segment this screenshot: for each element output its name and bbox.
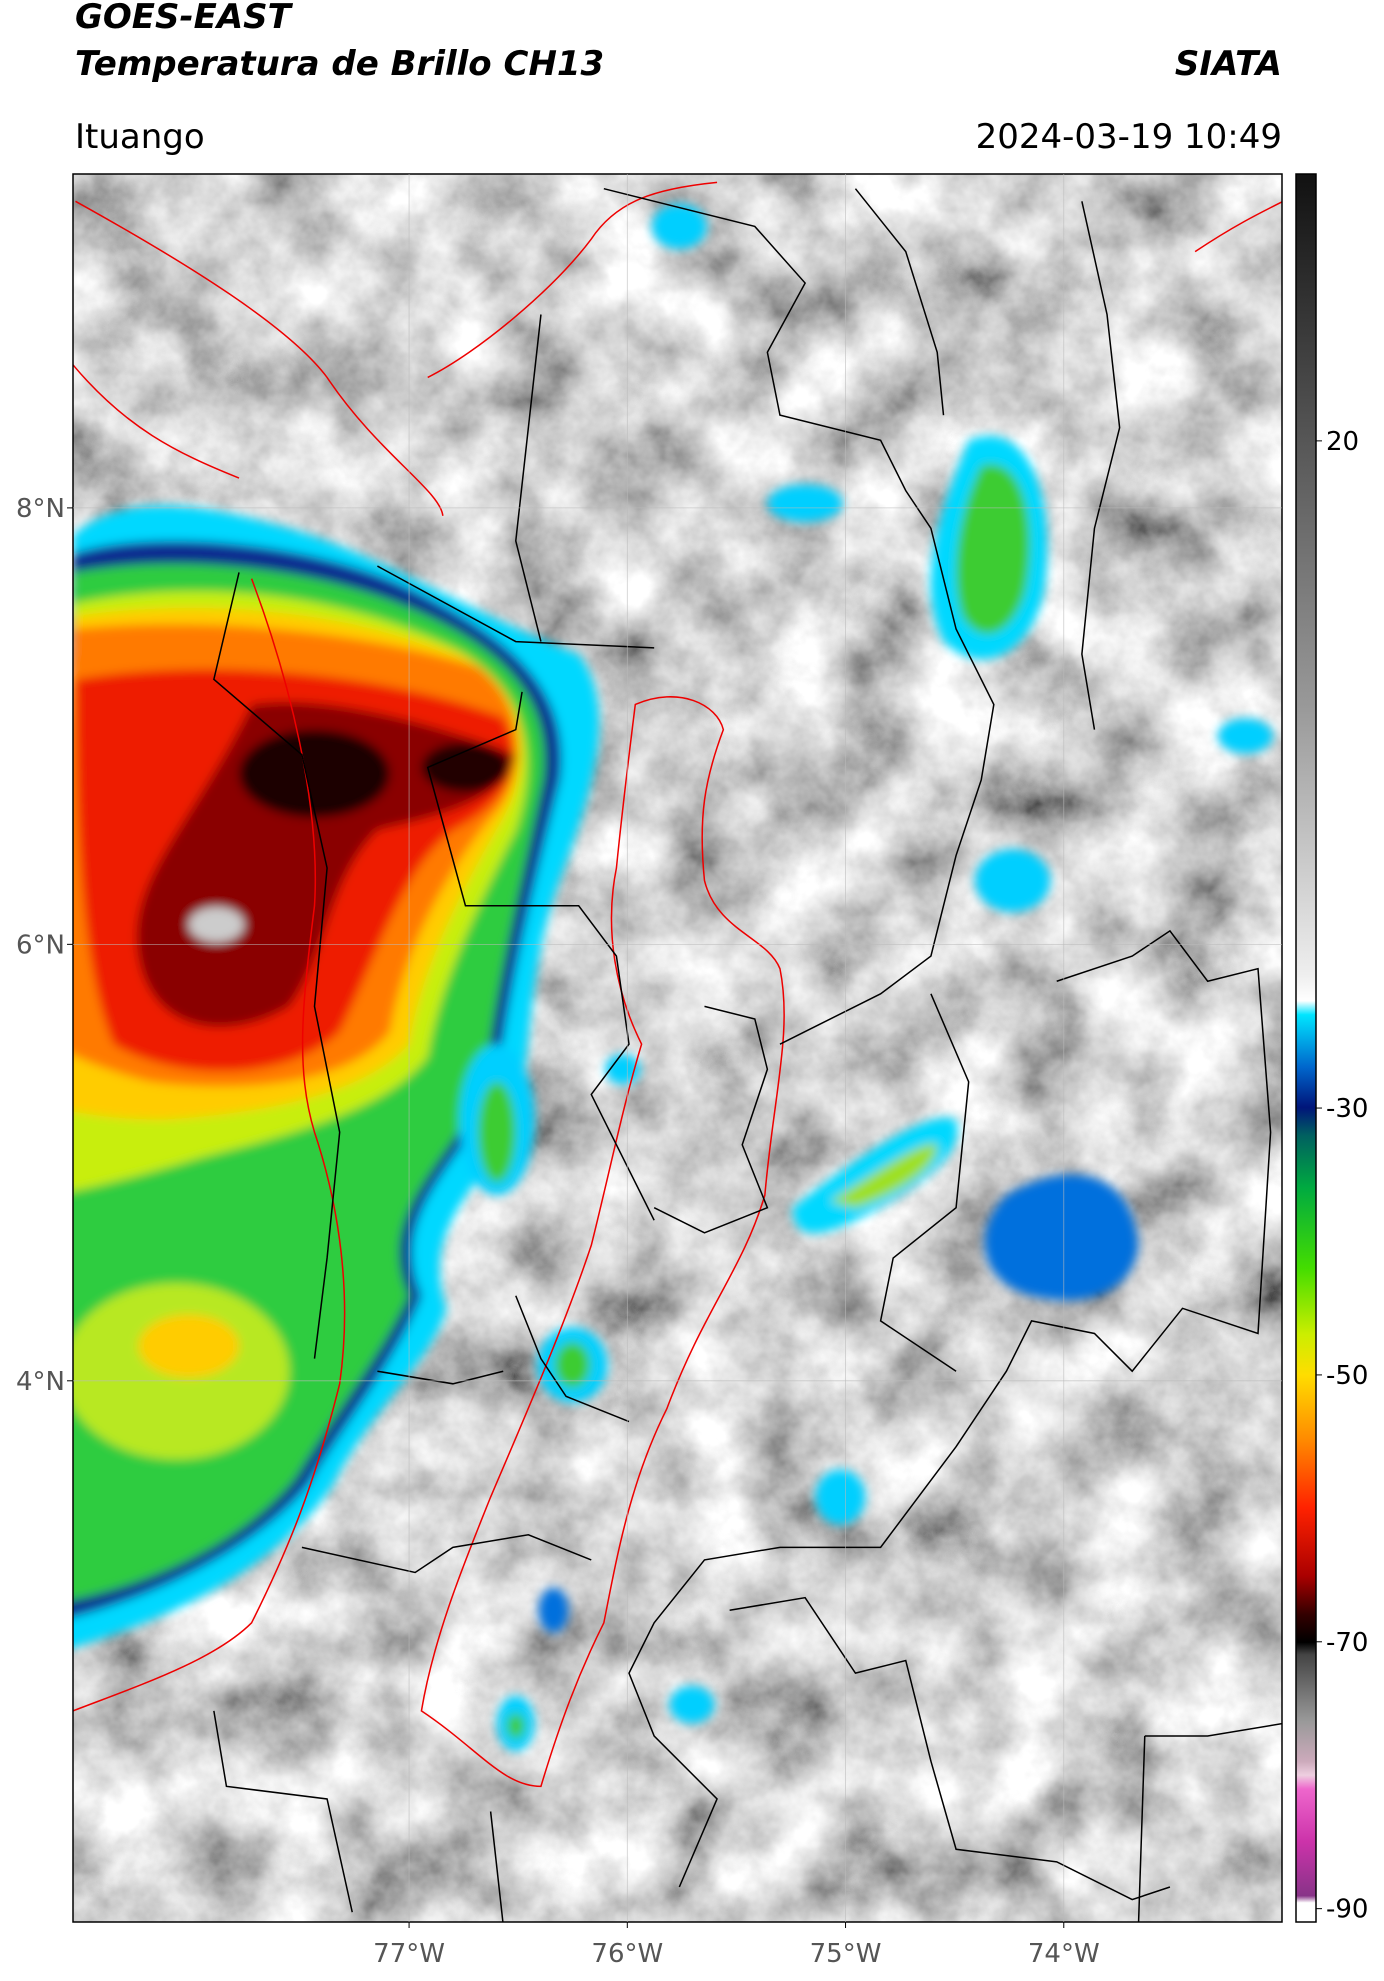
colorbar-tick-label: -90 <box>1326 1895 1368 1925</box>
y-tick-label: 4°N <box>16 1367 65 1397</box>
map-frame <box>72 173 1283 1923</box>
colorbar-tick-label: 20 <box>1326 427 1359 457</box>
timestamp: 2024-03-19 10:49 <box>976 117 1282 157</box>
satellite-image <box>73 174 1282 1922</box>
x-tick-label: 77°W <box>373 1939 445 1969</box>
y-tick-label: 8°N <box>16 494 65 524</box>
location: Ituango <box>75 117 205 157</box>
x-tick-label: 75°W <box>810 1939 882 1969</box>
colorbar-tick-label: -50 <box>1326 1361 1368 1391</box>
colorbar-tick-label: -30 <box>1326 1094 1368 1124</box>
source: SIATA <box>1175 44 1282 84</box>
subtitle: Temperatura de Brillo CH13 <box>75 44 604 84</box>
colorbar-tick-label: -70 <box>1326 1628 1368 1658</box>
colorbar <box>1295 173 1317 1923</box>
y-tick-label: 6°N <box>16 930 65 960</box>
x-tick-label: 76°W <box>591 1939 663 1969</box>
title: GOES-EAST <box>75 0 294 37</box>
x-tick-label: 74°W <box>1028 1939 1100 1969</box>
